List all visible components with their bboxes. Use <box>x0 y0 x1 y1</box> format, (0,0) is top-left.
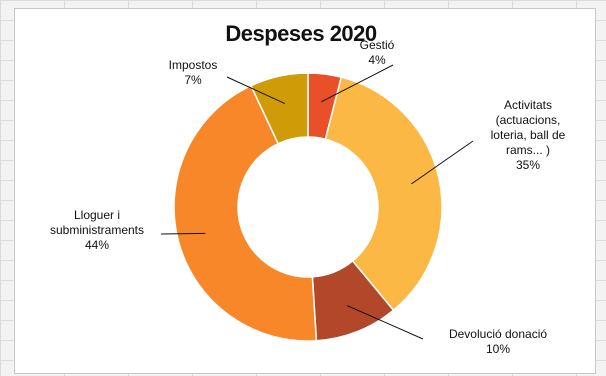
slice-4[interactable] <box>249 72 309 145</box>
data-label-1: Activitats (actuacions, loteria, ball de ra… <box>491 98 566 172</box>
leader-line-1 <box>411 140 474 185</box>
slice-1[interactable] <box>324 76 443 312</box>
leader-line-2 <box>346 305 424 340</box>
chart-title: Despeses 2020 <box>225 21 377 46</box>
leader-line-0 <box>321 64 394 103</box>
slice-3[interactable] <box>173 84 318 342</box>
leader-line-3 <box>160 232 206 235</box>
donut-chart: Despeses 2020 Gestió 4% Activitats (actuaci… <box>50 21 566 356</box>
data-label-4: Impostos 7% <box>169 58 218 87</box>
data-label-3: Lloguer i subministraments 44% <box>50 208 144 252</box>
data-label-0: Gestió 4% <box>360 38 395 67</box>
data-label-2: Devolució donació 10% <box>449 327 547 356</box>
leader-line-4 <box>226 76 286 105</box>
chart-area[interactable]: Despeses 2020 Gestió 4% Activitats (actuaci… <box>14 8 596 374</box>
